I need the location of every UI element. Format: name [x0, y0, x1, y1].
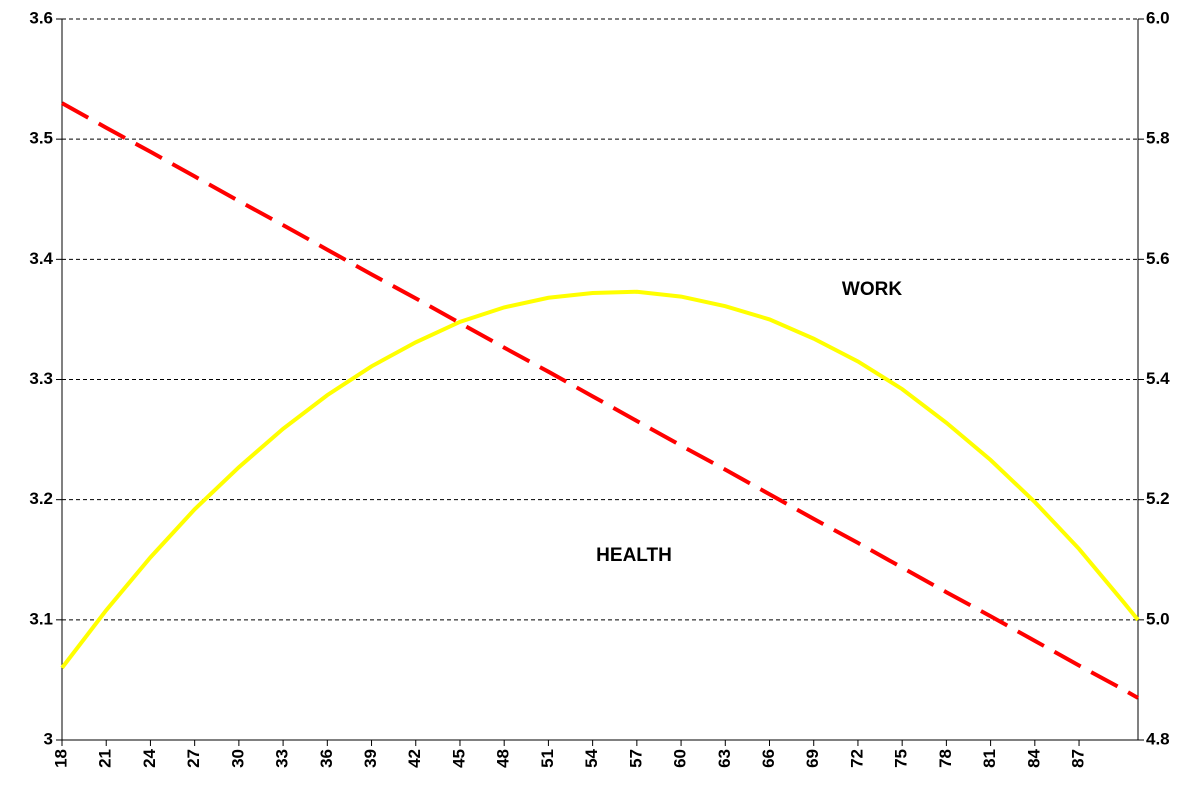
y2-tick-label: 4.8	[1146, 729, 1170, 748]
x-tick-label: 87	[1069, 749, 1088, 768]
x-tick-label: 57	[626, 749, 645, 768]
x-tick-label: 60	[671, 749, 690, 768]
x-tick-label: 21	[96, 749, 115, 768]
series-label: WORK	[842, 279, 902, 300]
x-tick-label: 81	[980, 749, 999, 768]
series-line	[61, 101, 1139, 700]
series-label: HEALTH	[596, 545, 672, 566]
series-line	[60, 289, 1140, 670]
y-tick-label: 3.6	[29, 8, 53, 27]
x-tick-label: 30	[228, 749, 247, 768]
y2-tick-label: 5.2	[1146, 489, 1170, 508]
x-tick-label: 72	[847, 749, 866, 768]
x-tick-label: 66	[759, 749, 778, 768]
y-tick-label: 3.4	[29, 249, 53, 268]
x-tick-label: 48	[494, 749, 513, 768]
y2-tick-label: 5.4	[1146, 369, 1170, 388]
y-tick-label: 3.5	[29, 129, 53, 148]
x-tick-label: 18	[51, 749, 70, 768]
x-tick-label: 84	[1024, 748, 1043, 767]
y2-tick-label: 5.8	[1146, 129, 1170, 148]
x-tick-label: 24	[140, 748, 159, 767]
x-tick-label: 45	[449, 749, 468, 768]
y2-tick-label: 5.6	[1146, 249, 1170, 268]
x-tick-label: 42	[405, 749, 424, 768]
x-tick-label: 69	[803, 749, 822, 768]
x-tick-label: 51	[538, 749, 557, 768]
y2-tick-label: 5.0	[1146, 609, 1170, 628]
x-tick-label: 78	[936, 749, 955, 768]
x-tick-label: 36	[317, 749, 336, 768]
y-tick-label: 3.1	[29, 609, 53, 628]
x-tick-label: 63	[715, 749, 734, 768]
y-tick-label: 3.3	[29, 369, 53, 388]
x-tick-label: 75	[892, 749, 911, 768]
y-tick-label: 3.2	[29, 489, 53, 508]
x-tick-label: 33	[273, 749, 292, 768]
y-tick-label: 3	[44, 729, 53, 748]
x-tick-label: 39	[361, 749, 380, 768]
y2-tick-label: 6.0	[1146, 8, 1170, 27]
x-tick-label: 54	[582, 748, 601, 767]
x-tick-label: 27	[184, 749, 203, 768]
